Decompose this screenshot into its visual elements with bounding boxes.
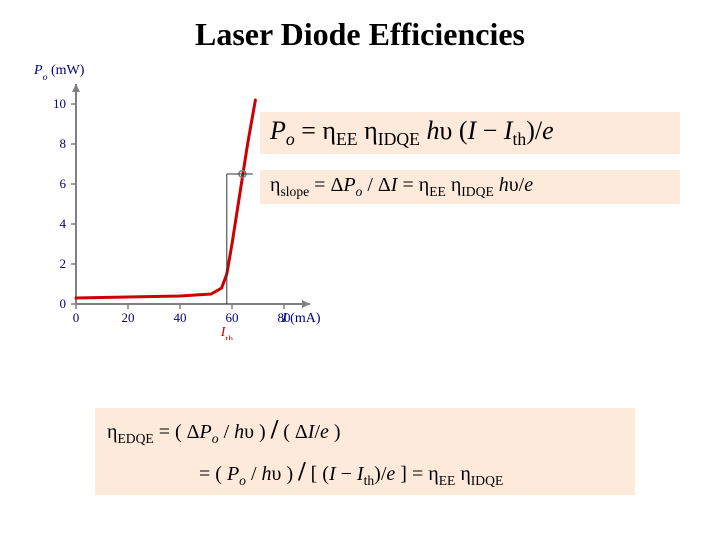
svg-text:40: 40 — [174, 310, 187, 325]
equation-slope: ηslope = ΔPo / ΔI = ηEE ηIDQE hυ/e — [260, 170, 680, 204]
svg-text:60: 60 — [226, 310, 239, 325]
svg-text:Po (mW): Po (mW) — [33, 63, 85, 83]
svg-text:20: 20 — [122, 310, 135, 325]
svg-text:0: 0 — [60, 296, 67, 311]
equation-edqe-2: = ( Po / hυ ) / [ (I − Ith)/e ] = ηEE ηI… — [95, 450, 635, 495]
svg-text:8: 8 — [60, 136, 67, 151]
svg-text:6: 6 — [60, 176, 67, 191]
svg-text:10: 10 — [53, 96, 66, 111]
svg-text:Ith: Ith — [220, 325, 233, 340]
equation-po: Po = ηEE ηIDQE hυ (I − Ith)/e — [260, 112, 680, 154]
svg-text:I (mA): I (mA) — [281, 311, 320, 326]
svg-text:0: 0 — [73, 310, 80, 325]
svg-text:2: 2 — [60, 256, 67, 271]
equation-edqe-1: ηEDQE = ( ΔPo / hυ ) / ( ΔI/e ) — [95, 408, 635, 453]
svg-text:4: 4 — [60, 216, 67, 231]
page-title: Laser Diode Efficiencies — [0, 16, 720, 53]
